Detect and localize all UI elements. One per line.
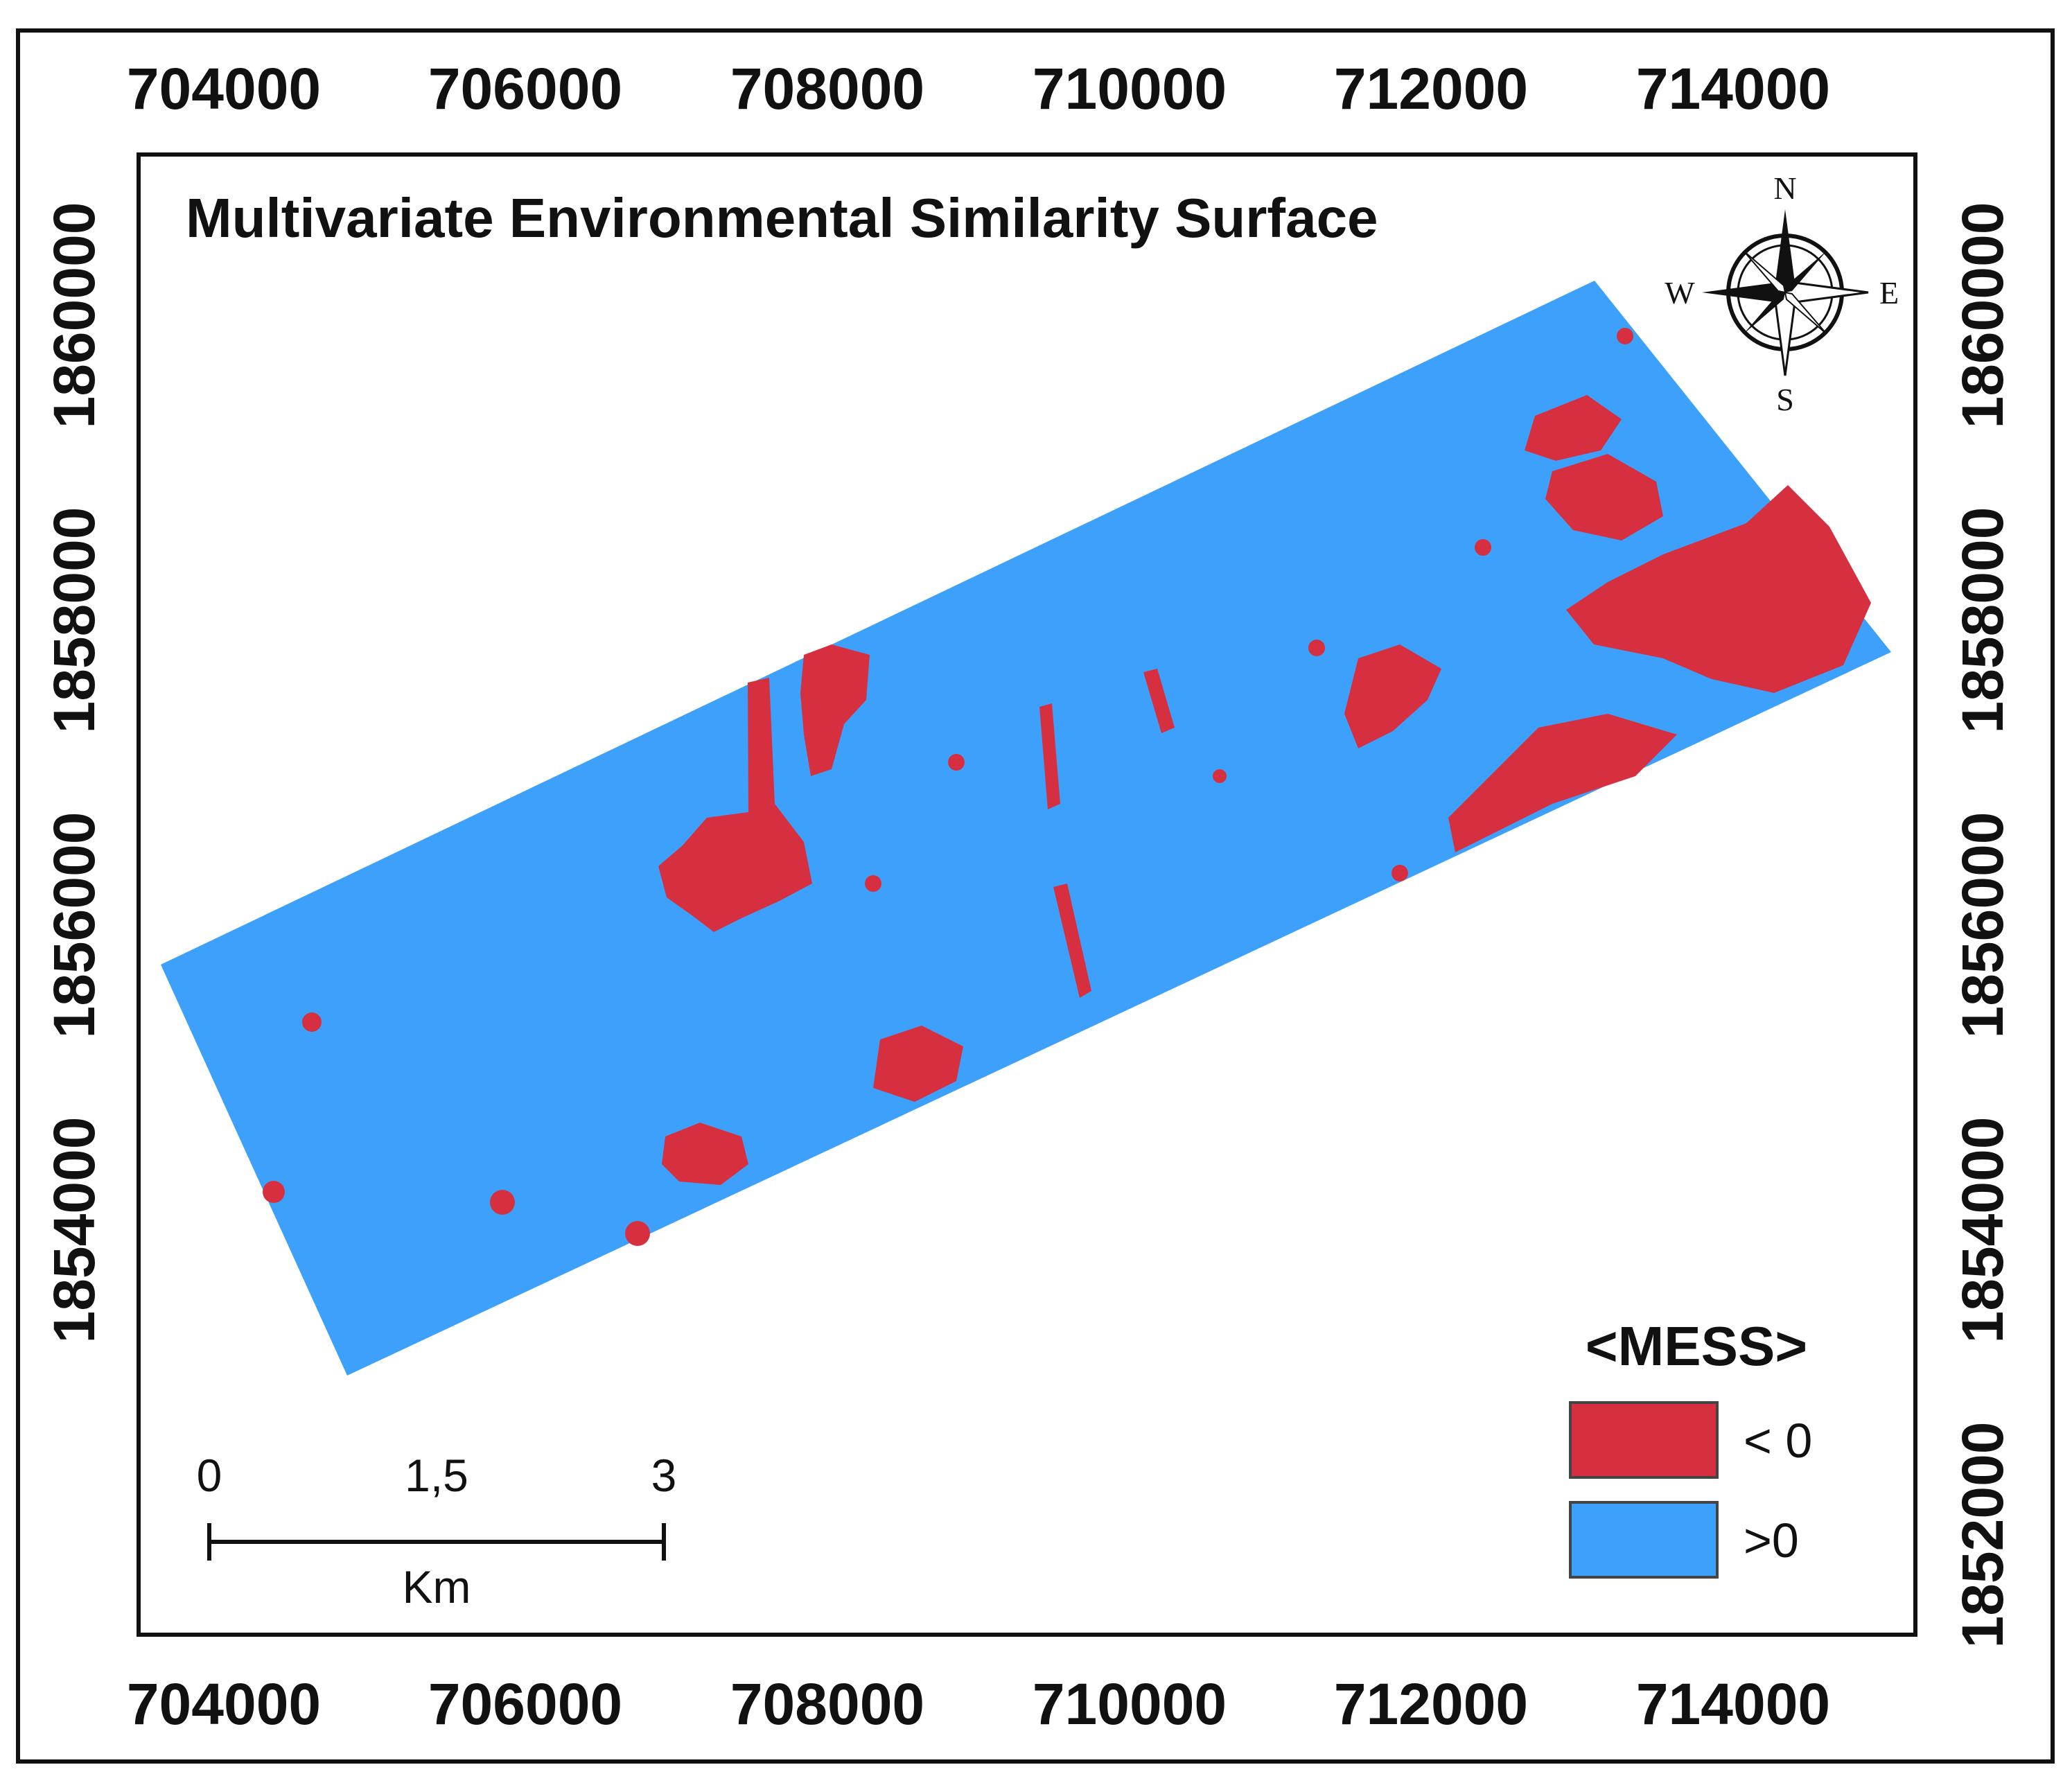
- negative-patch-upper: [800, 644, 870, 776]
- negative-patch-right-corner: [1566, 485, 1871, 693]
- map-title: Multivariate Environmental Similarity Su…: [186, 187, 1378, 249]
- compass-rose: N S E W: [1665, 170, 1899, 417]
- negative-patch-central: [658, 678, 812, 932]
- legend-swatch-positive: [1569, 1501, 1719, 1579]
- negative-patch-right-lower: [1448, 714, 1677, 852]
- scale-bar: 0 1,5 3 Km: [197, 1450, 677, 1613]
- x-tick-bottom: 708000: [730, 1671, 924, 1737]
- compass-letter-e: E: [1879, 275, 1899, 310]
- negative-patch-dot: [865, 875, 881, 892]
- legend-title: <MESS>: [1586, 1315, 1807, 1377]
- y-tick-left: 1858000: [42, 507, 107, 733]
- compass-letter-s: S: [1776, 382, 1794, 417]
- x-tick-top: 714000: [1636, 56, 1830, 121]
- x-tick-top: 706000: [428, 56, 622, 121]
- negative-patch-dot: [625, 1221, 650, 1246]
- compass-letter-w: W: [1665, 275, 1695, 310]
- negative-patch-dot: [948, 754, 965, 771]
- y-tick-left: 1856000: [42, 811, 107, 1038]
- scale-label-mid: 1,5: [405, 1450, 468, 1501]
- compass-point-west: [1702, 283, 1785, 302]
- x-tick-bottom: 712000: [1334, 1671, 1528, 1737]
- x-tick-top: 708000: [730, 56, 924, 121]
- y-tick-right: 1858000: [1950, 507, 2015, 733]
- negative-patch-dot: [1213, 769, 1227, 783]
- negative-patch-dot: [302, 1012, 322, 1032]
- x-tick-bottom: 714000: [1636, 1671, 1830, 1737]
- compass-point-se: [1784, 291, 1827, 335]
- compass-letter-n: N: [1773, 170, 1796, 206]
- x-ticks-top: 704000 706000 708000 710000 712000 71400…: [127, 56, 1830, 121]
- x-tick-top: 704000: [127, 56, 321, 121]
- scale-label-start: 0: [197, 1450, 222, 1501]
- negative-patch-right-upper: [1525, 395, 1622, 461]
- negative-patch-mid-right: [1344, 644, 1441, 748]
- negative-patch-dot: [490, 1190, 515, 1215]
- x-tick-top: 710000: [1033, 56, 1227, 121]
- y-ticks-right: 1860000 1858000 1856000 1854000 1852000: [1950, 202, 2015, 1648]
- x-tick-bottom: 710000: [1033, 1671, 1227, 1737]
- legend: <MESS> < 0 >0: [1569, 1315, 1812, 1579]
- scale-unit: Km: [403, 1561, 471, 1613]
- scale-label-end: 3: [651, 1450, 677, 1501]
- negative-patch-dot: [263, 1181, 285, 1203]
- negative-patch-stripe-1: [1053, 884, 1091, 998]
- legend-label-positive: >0: [1744, 1513, 1799, 1567]
- x-tick-top: 712000: [1334, 56, 1528, 121]
- x-ticks-bottom: 704000 706000 708000 710000 712000 71400…: [127, 1671, 1830, 1737]
- compass-point-sw: [1744, 292, 1785, 334]
- negative-patch-cluster: [873, 1026, 963, 1102]
- x-tick-bottom: 706000: [428, 1671, 622, 1737]
- y-tick-left: 1854000: [42, 1116, 107, 1343]
- negative-patch-stripe-3: [1143, 669, 1175, 733]
- negative-patch-dot: [1475, 539, 1491, 556]
- negative-patch-dot: [1308, 640, 1325, 656]
- negative-areas: [263, 328, 1871, 1246]
- negative-patch-dot: [1617, 328, 1633, 344]
- y-tick-right: 1852000: [1950, 1421, 2015, 1648]
- study-area-positive: [161, 281, 1891, 1376]
- compass-point-north: [1775, 209, 1795, 292]
- outer-frame: [16, 28, 2055, 1764]
- y-tick-right: 1860000: [1950, 202, 2015, 428]
- negative-patch-right-mid: [1545, 454, 1663, 541]
- negative-patch-stripe-2: [1039, 703, 1060, 809]
- negative-patch-lower-left: [662, 1123, 748, 1185]
- legend-swatch-negative: [1569, 1401, 1719, 1479]
- y-tick-right: 1854000: [1950, 1116, 2015, 1343]
- negative-patch-dot: [1391, 865, 1408, 881]
- y-tick-left: 1860000: [42, 202, 107, 428]
- compass-point-ne: [1785, 251, 1827, 292]
- y-ticks-left: 1860000 1858000 1856000 1854000: [42, 202, 107, 1343]
- x-tick-bottom: 704000: [127, 1671, 321, 1737]
- y-tick-right: 1856000: [1950, 811, 2015, 1038]
- legend-label-negative: < 0: [1744, 1414, 1812, 1468]
